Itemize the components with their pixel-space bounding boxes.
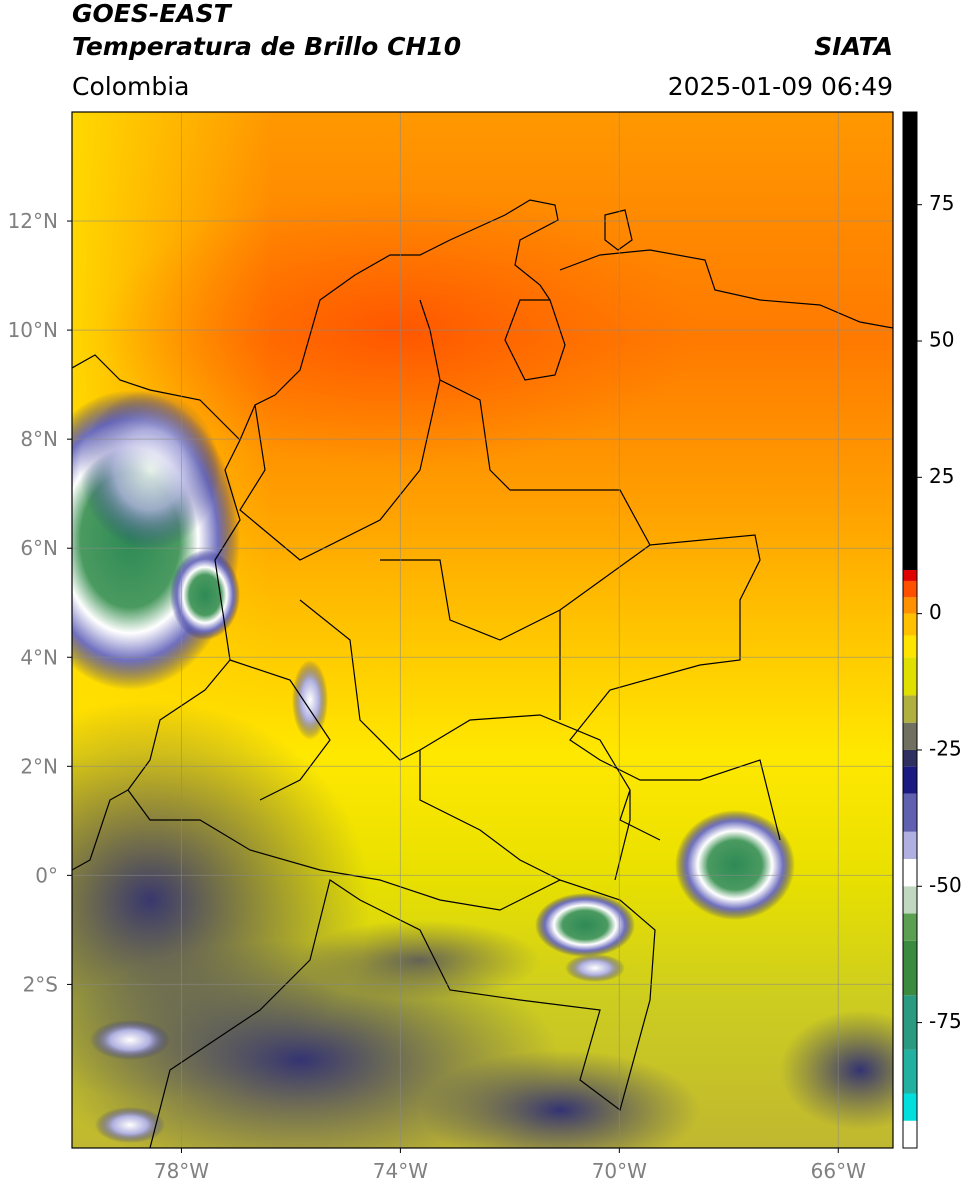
lat-tick-label: 12°N <box>8 209 58 233</box>
colorbar <box>903 112 917 1148</box>
lon-tick-label: 66°W <box>811 1159 866 1183</box>
lon-tick-label: 70°W <box>592 1159 647 1183</box>
colorbar-frame <box>902 111 918 1149</box>
title: GOES-EAST <box>72 0 233 28</box>
colorbar-band <box>903 112 917 571</box>
subtitle: Temperatura de Brillo CH10 <box>72 32 461 61</box>
colorbar-tick-label: 0 <box>929 600 942 624</box>
colorbar-band <box>903 657 917 696</box>
colorbar-tick-label: -25 <box>929 736 962 760</box>
colorbar-band <box>903 793 917 832</box>
colorbar-tick-label: 75 <box>929 191 954 215</box>
lon-tick-label: 74°W <box>373 1159 428 1183</box>
colorbar-band <box>903 749 917 767</box>
colorbar-band <box>903 597 917 614</box>
colorbar-band <box>903 831 917 860</box>
source: SIATA <box>814 32 893 61</box>
colorbar-band <box>903 913 917 941</box>
colorbar-band <box>903 766 917 794</box>
colorbar-band <box>903 1120 917 1148</box>
region: Colombia <box>72 72 189 101</box>
colorbar-band <box>903 886 917 914</box>
colorbar-band <box>903 695 917 723</box>
lat-tick-label: 4°N <box>20 645 58 669</box>
colorbar-tick-label: -75 <box>929 1009 962 1033</box>
lat-tick-label: 8°N <box>20 427 58 451</box>
colorbar-band <box>903 1049 917 1094</box>
colorbar-tick-label: 25 <box>929 464 954 488</box>
colorbar-band <box>903 635 917 658</box>
map-frame <box>71 111 894 1149</box>
lat-tick-label: 6°N <box>20 536 58 560</box>
colorbar-tick-label: 50 <box>929 328 954 352</box>
colorbar-band <box>903 570 917 581</box>
lat-tick-label: 0° <box>35 863 58 887</box>
lat-tick-label: 2°N <box>20 754 58 778</box>
colorbar-tick-label: -50 <box>929 873 962 897</box>
colorbar-band <box>903 1093 917 1121</box>
colorbar-band <box>903 859 917 887</box>
lat-tick-label: 10°N <box>8 318 58 342</box>
colorbar-band <box>903 995 917 1050</box>
colorbar-band <box>903 940 917 996</box>
colorbar-band <box>903 613 917 636</box>
colorbar-band <box>903 580 917 598</box>
lat-tick-label: 2°S <box>23 972 58 996</box>
graticule: 78°W 74°W 70°W 66°W 12°N 10°N 8°N 6°N 4°N 2°N 0° 2°… <box>8 112 893 1183</box>
colorbar-band <box>903 722 917 750</box>
datetime: 2025-01-09 06:49 <box>668 72 893 101</box>
satellite-image <box>72 112 893 1148</box>
lon-tick-label: 78°W <box>154 1159 209 1183</box>
